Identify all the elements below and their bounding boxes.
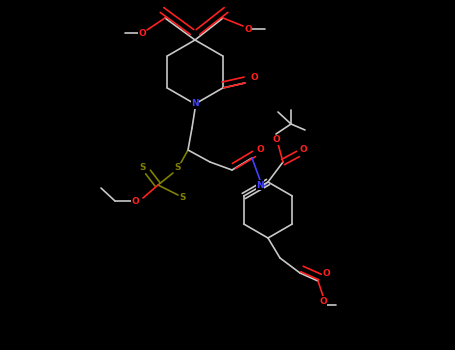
- Text: N: N: [256, 181, 264, 189]
- Text: O: O: [138, 28, 146, 37]
- Text: N: N: [191, 99, 199, 108]
- Text: O: O: [272, 135, 280, 145]
- Text: O: O: [322, 268, 330, 278]
- Text: S: S: [180, 194, 186, 203]
- Text: O: O: [244, 25, 252, 34]
- Text: S: S: [175, 163, 181, 173]
- Text: O: O: [256, 146, 264, 154]
- Text: O: O: [319, 296, 327, 306]
- Text: O: O: [299, 146, 307, 154]
- Text: O: O: [131, 196, 139, 205]
- Text: O: O: [251, 74, 258, 83]
- Text: S: S: [140, 162, 146, 172]
